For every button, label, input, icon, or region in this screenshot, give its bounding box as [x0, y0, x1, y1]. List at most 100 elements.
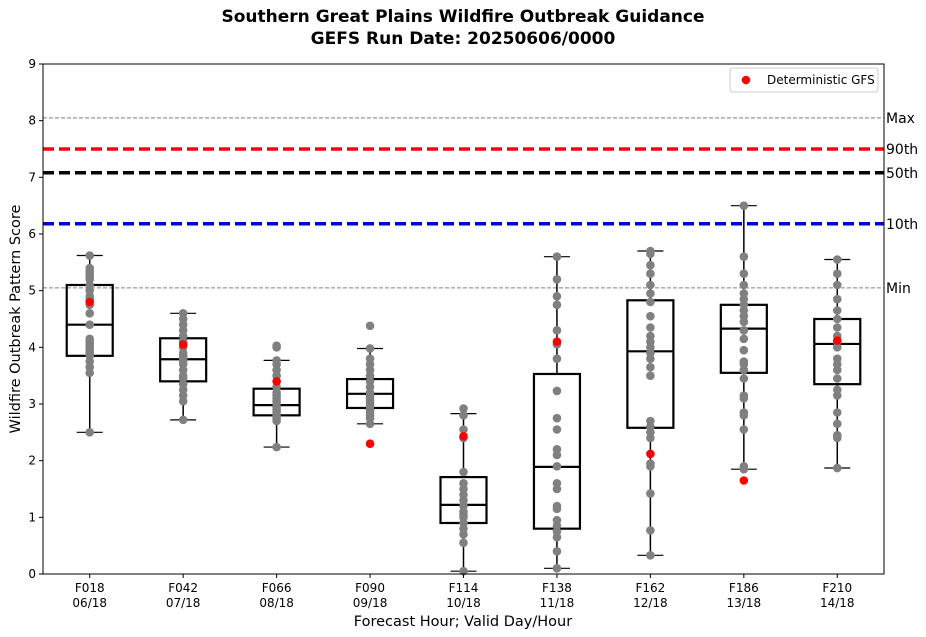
chart-subtitle: GEFS Run Date: 20250606/0000 — [311, 29, 616, 49]
member-point — [646, 269, 655, 278]
member-point — [646, 551, 655, 560]
member-point — [739, 408, 749, 417]
member-point — [739, 289, 749, 298]
y-tick-label: 1 — [28, 510, 36, 524]
reference-lines: Max 90th 50th 10th Min — [43, 111, 918, 297]
member-point — [832, 408, 842, 417]
member-point — [459, 411, 468, 420]
deterministic-point — [552, 337, 562, 346]
x-tick-label-valid: 09/18 — [353, 596, 388, 610]
member-point — [552, 386, 562, 396]
x-tick-label-hour: F066 — [262, 581, 292, 595]
reference-label-10th: 10th — [886, 217, 918, 233]
member-point — [832, 430, 842, 440]
x-tick-label-hour: F162 — [635, 581, 665, 595]
member-point — [646, 489, 655, 498]
member-point — [832, 269, 842, 278]
member-point — [646, 297, 655, 307]
y-axis-label: Wildfire Outbreak Pattern Score — [8, 204, 24, 433]
x-axis-label: Forecast Hour; Valid Day/Hour — [354, 614, 572, 630]
member-point — [739, 357, 749, 366]
reference-label-max: Max — [886, 111, 915, 127]
deterministic-point — [646, 449, 655, 459]
deterministic-point — [365, 439, 375, 448]
member-point — [646, 331, 655, 341]
member-point — [832, 354, 842, 363]
member-point — [459, 425, 468, 434]
member-point — [832, 323, 842, 332]
member-point — [832, 306, 842, 315]
member-point — [459, 566, 468, 576]
deterministic-point — [85, 297, 95, 307]
legend-marker — [741, 75, 751, 85]
y-tick-label: 0 — [28, 567, 36, 581]
member-point — [459, 538, 468, 548]
member-point — [646, 459, 655, 468]
member-point — [365, 344, 375, 353]
member-point — [646, 280, 655, 290]
member-point — [459, 404, 468, 413]
member-point — [646, 323, 655, 332]
member-point — [85, 309, 95, 318]
member-point — [552, 275, 562, 284]
member-point — [646, 246, 655, 256]
x-tick-label-hour: F090 — [355, 581, 385, 595]
member-point — [85, 334, 95, 344]
member-point — [552, 564, 562, 573]
x-tick-label-hour: F042 — [168, 581, 198, 595]
member-point — [552, 445, 562, 454]
member-point — [832, 280, 842, 290]
member-point — [365, 321, 375, 331]
member-point — [552, 326, 562, 335]
member-point — [552, 462, 562, 471]
member-point — [832, 419, 842, 429]
member-point — [85, 320, 95, 329]
legend: Deterministic GFS — [729, 67, 879, 93]
member-point — [552, 413, 562, 423]
member-point — [646, 311, 655, 321]
member-point — [459, 467, 468, 477]
deterministic-point — [832, 336, 842, 345]
member-point — [832, 385, 842, 395]
x-tick-label-valid: 07/18 — [166, 596, 201, 610]
member-point — [739, 326, 749, 335]
member-point — [739, 374, 749, 383]
member-point — [739, 269, 749, 278]
member-point — [739, 462, 749, 471]
reference-label-90th: 90th — [886, 142, 918, 158]
deterministic-point — [739, 476, 749, 485]
x-tick-label-valid: 14/18 — [820, 596, 855, 610]
y-tick-label: 5 — [28, 284, 36, 298]
x-tick-label-valid: 11/18 — [540, 596, 575, 610]
member-point — [552, 501, 562, 511]
member-points — [85, 201, 842, 576]
member-point — [459, 479, 468, 488]
member-point — [552, 547, 562, 556]
member-point — [832, 463, 842, 473]
member-point — [646, 371, 655, 380]
member-point — [739, 201, 749, 210]
member-point — [552, 354, 562, 363]
y-tick-label: 8 — [28, 114, 36, 128]
member-point — [552, 479, 562, 488]
member-point — [85, 251, 95, 260]
member-point — [832, 314, 842, 324]
member-point — [178, 415, 188, 425]
legend-box — [729, 67, 879, 93]
member-point — [832, 374, 842, 383]
x-tick-label-valid: 06/18 — [72, 596, 107, 610]
reference-label-min: Min — [886, 281, 911, 297]
chart-title: Southern Great Plains Wildfire Outbreak … — [222, 7, 705, 27]
member-point — [646, 416, 655, 426]
member-point — [832, 255, 842, 264]
member-point — [272, 356, 281, 365]
deterministic-point — [178, 340, 188, 349]
deterministic-point — [459, 432, 468, 441]
member-point — [739, 425, 749, 434]
member-point — [552, 425, 562, 434]
member-point — [85, 428, 95, 437]
legend-label: Deterministic GFS — [767, 73, 875, 87]
member-point — [646, 260, 655, 270]
